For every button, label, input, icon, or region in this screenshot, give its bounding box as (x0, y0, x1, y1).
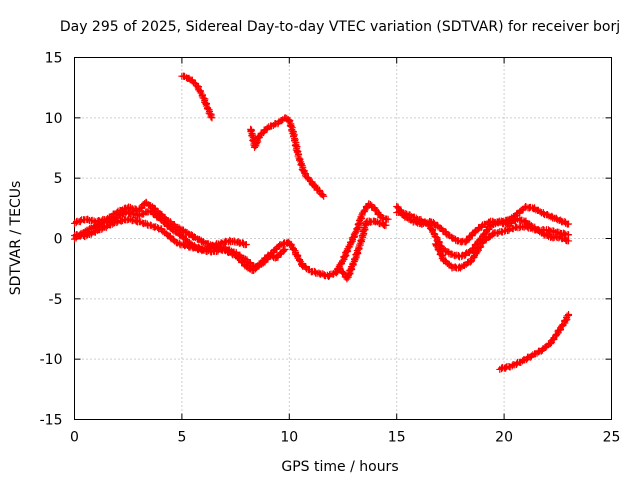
data-point (154, 224, 162, 232)
data-point (418, 220, 426, 228)
chart-title: Day 295 of 2025, Sidereal Day-to-day VTE… (60, 19, 620, 35)
data-point (565, 311, 573, 319)
data-point (508, 218, 516, 226)
y-tick-label: -15 (40, 413, 63, 429)
y-tick-label: 0 (54, 232, 63, 248)
x-tick-label: 25 (603, 430, 621, 446)
y-tick-label: 15 (45, 51, 63, 67)
x-tick-label: 5 (177, 430, 186, 446)
x-tick-label: 10 (280, 430, 298, 446)
series-arc6 (393, 203, 573, 246)
data-point (208, 114, 216, 122)
gridlines (74, 57, 612, 420)
x-axis-label: GPS time / hours (281, 459, 398, 475)
y-tick-label: -5 (49, 292, 63, 308)
data-point (319, 191, 327, 199)
data-point (81, 227, 89, 235)
y-tick-label: 5 (54, 171, 63, 187)
series-arc4 (335, 217, 390, 283)
data-point (207, 113, 215, 121)
y-axis-label: SDTVAR / TECUs (8, 181, 24, 296)
data-point (339, 257, 347, 265)
data-point (565, 220, 573, 228)
data-point (435, 246, 443, 254)
data-point (479, 237, 487, 245)
x-tick-label: 15 (388, 430, 406, 446)
series-arc8 (178, 72, 216, 122)
data-point (553, 330, 561, 338)
series-arc9 (247, 114, 328, 200)
data-point (291, 137, 299, 145)
data-point (413, 218, 421, 226)
data-point (465, 248, 473, 256)
data-point (565, 231, 573, 239)
data-point (343, 275, 351, 283)
x-tick-label: 0 (70, 430, 79, 446)
data-point (77, 217, 85, 225)
series-arc5 (393, 203, 573, 261)
data-point (565, 237, 573, 245)
data-point (531, 205, 539, 213)
axis-ticks: 0 5 10 15 20 25 -15 -10 -5 0 5 10 15 (40, 51, 621, 446)
series-arc7 (431, 222, 573, 272)
data-point (333, 269, 341, 277)
data-point (382, 221, 390, 229)
y-tick-label: -10 (40, 352, 63, 368)
data-point (536, 208, 544, 216)
data-point (242, 241, 250, 249)
data-point (320, 192, 328, 200)
series-arc10 (496, 311, 573, 373)
data-point (202, 245, 210, 253)
data-points (71, 72, 573, 373)
data-point (251, 143, 259, 151)
data-point (281, 245, 289, 253)
x-tick-label: 20 (495, 430, 513, 446)
data-point (384, 215, 392, 223)
data-point (84, 216, 92, 224)
data-point (563, 312, 571, 320)
series-arc1 (71, 198, 250, 250)
series-arc3 (71, 207, 289, 275)
data-point (280, 246, 288, 254)
y-tick-label: 10 (45, 111, 63, 127)
data-point (466, 258, 474, 266)
data-point (473, 248, 481, 256)
